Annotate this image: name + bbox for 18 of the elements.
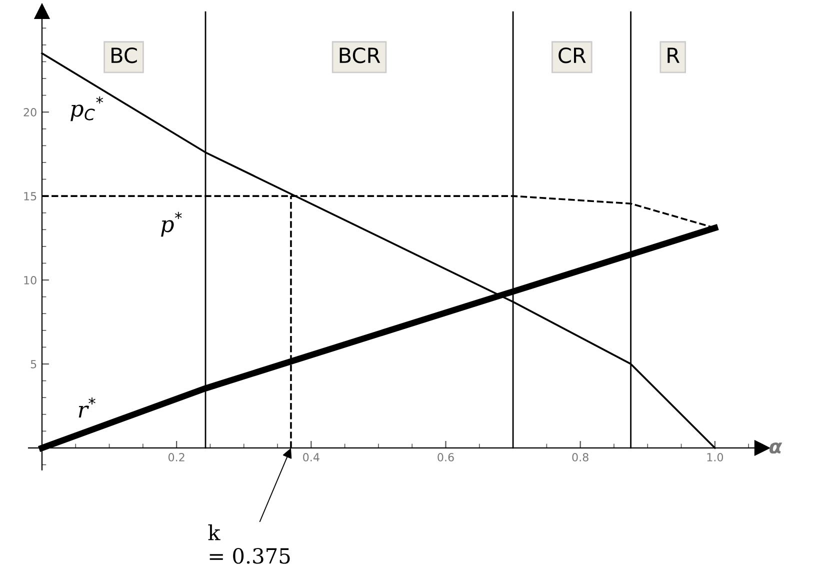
- annotation: BCR: [340, 47, 380, 64]
- y-tick-label: 5: [30, 360, 36, 368]
- x-axis-title: α: [769, 442, 782, 454]
- annotation: BC: [112, 47, 137, 64]
- series-label: r$^{*}$: [78, 397, 96, 418]
- annotation: R: [668, 48, 680, 63]
- series-label: p$^{*}$: [161, 212, 182, 237]
- annotation: CR: [558, 47, 586, 64]
- y-tick-label: 15: [24, 192, 36, 200]
- x-tick-label: 0.6: [438, 453, 454, 462]
- series-label: p$_{C}$$^{*}$: [70, 96, 104, 122]
- x-tick-label: 0.4: [303, 453, 320, 462]
- x-tick-label: 0.8: [572, 453, 588, 462]
- y-tick-label: 10: [24, 276, 36, 284]
- annotation: k = 0.375: [208, 524, 290, 564]
- x-tick-label: 0.2: [168, 453, 184, 462]
- x-tick-label: 1.0: [707, 453, 724, 462]
- y-tick-label: 20: [24, 108, 36, 116]
